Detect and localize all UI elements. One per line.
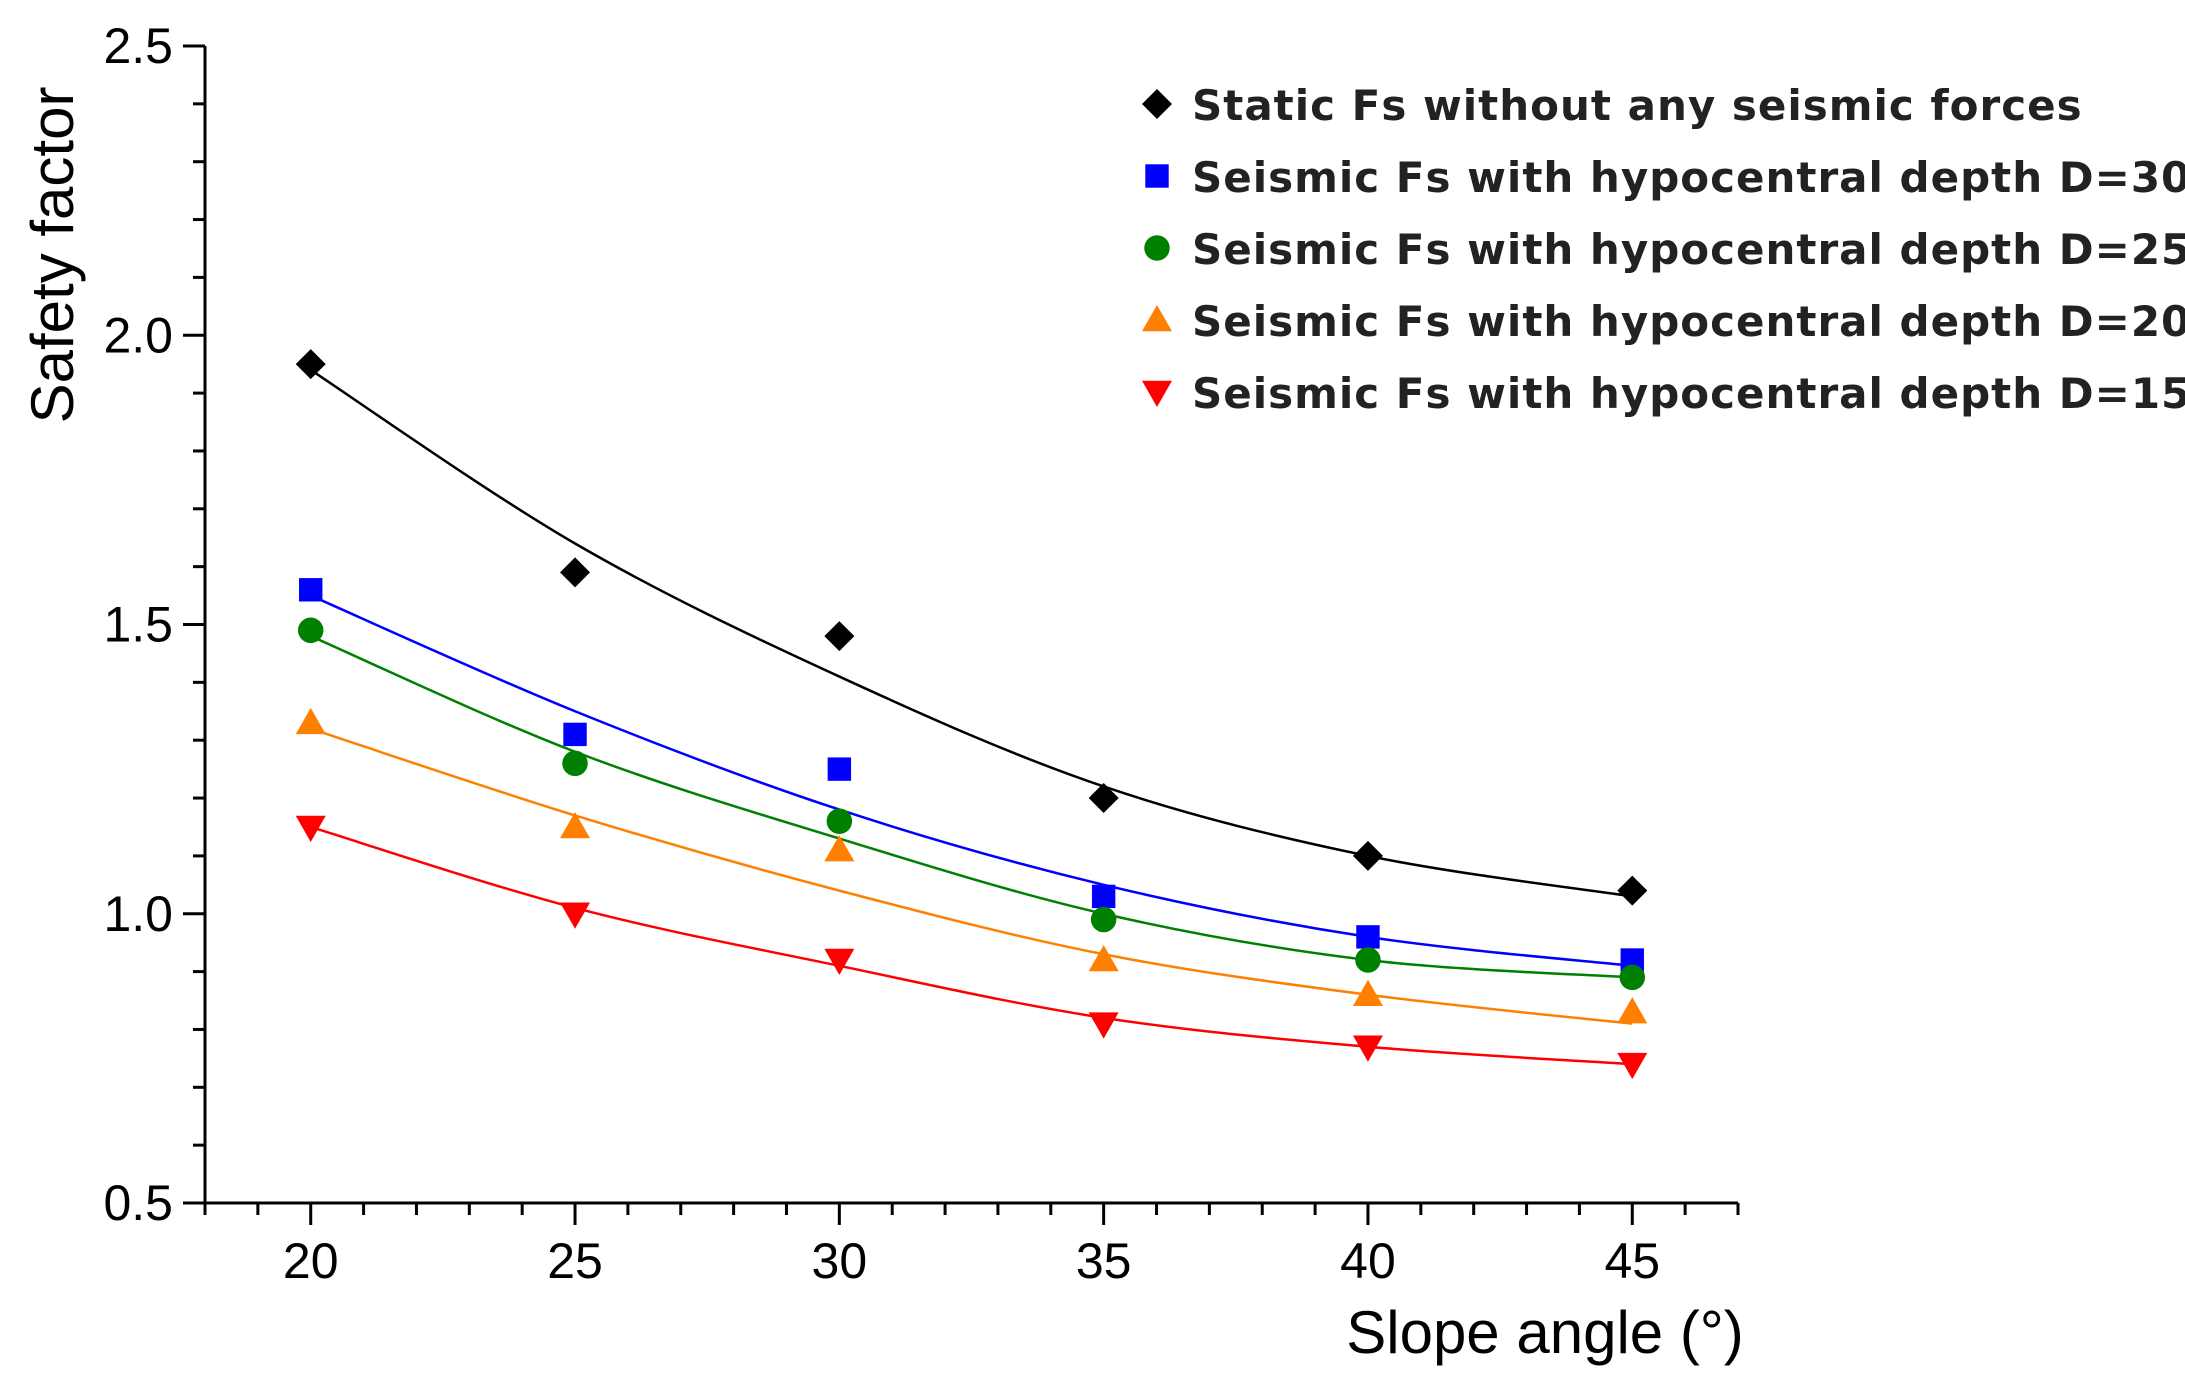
legend: Static Fs without any seismic forces Seis… — [1142, 81, 2185, 418]
fit-curve-series-4 — [310, 727, 1633, 1025]
x-axis-title: Slope angle (°) — [1346, 1299, 1744, 1366]
data-point-series-4 — [295, 707, 326, 735]
legend-marker — [1142, 380, 1172, 407]
y-axis-title: Safety factor — [19, 87, 86, 424]
data-point-series-2 — [1356, 925, 1380, 949]
data-point-series-3 — [826, 808, 853, 834]
fit-curve-series-5 — [310, 825, 1633, 1066]
legend-label: Static Fs without any seismic forces — [1192, 81, 2083, 130]
y-tick-label: 0.5 — [103, 1175, 173, 1231]
data-point-series-4 — [1352, 979, 1383, 1006]
axes: 20 25 30 35 40 45 0.5 1.0 1.5 2.0 2.5 — [103, 18, 1740, 1289]
legend-label: Seismic Fs with hypocentral depth D=30km — [1192, 153, 2185, 202]
data-point-series-5 — [1617, 1052, 1648, 1080]
x-tick-label: 40 — [1340, 1233, 1396, 1289]
legend-label: Seismic Fs with hypocentral depth D=25km — [1192, 225, 2185, 274]
y-tick-label: 2.5 — [103, 18, 173, 74]
x-tick-label: 20 — [283, 1233, 339, 1289]
legend-marker — [1142, 305, 1172, 332]
data-point-series-1 — [560, 557, 591, 588]
legend-marker — [1142, 89, 1172, 119]
data-point-series-2 — [1620, 948, 1644, 972]
data-point-series-4 — [1088, 945, 1119, 972]
data-point-series-2 — [299, 578, 323, 602]
legend-marker — [1145, 164, 1169, 188]
data-point-series-1 — [295, 349, 326, 380]
data-point-series-2 — [827, 757, 852, 781]
data-point-series-4 — [1617, 997, 1648, 1024]
data-point-series-3 — [1619, 964, 1646, 991]
data-point-series-3 — [297, 617, 324, 644]
legend-label: Seismic Fs with hypocentral depth D=20km — [1192, 297, 2185, 346]
data-point-series-4 — [560, 811, 591, 839]
x-tick-label: 25 — [547, 1233, 603, 1289]
fit-curve-series-3 — [310, 634, 1633, 979]
data-point-series-5 — [824, 948, 855, 976]
fit-curve-series-2 — [310, 594, 1633, 968]
data-point-series-3 — [1355, 947, 1381, 973]
fit-curves — [310, 368, 1633, 1066]
data-point-series-5 — [1352, 1035, 1383, 1062]
data-point-series-1 — [1088, 783, 1119, 814]
legend-label: Seismic Fs with hypocentral depth D=15km — [1192, 369, 2185, 418]
data-markers — [295, 349, 1648, 1080]
data-point-series-1 — [824, 621, 855, 652]
data-point-series-3 — [562, 750, 588, 777]
data-point-series-5 — [295, 815, 326, 842]
fit-curve-series-1 — [310, 368, 1633, 898]
data-point-series-1 — [1352, 840, 1383, 871]
y-tick-label: 1.0 — [103, 886, 173, 942]
data-point-series-5 — [560, 902, 591, 929]
legend-marker — [1144, 235, 1170, 261]
x-tick-label: 35 — [1076, 1233, 1132, 1289]
x-tick-label: 30 — [812, 1233, 868, 1289]
data-point-series-2 — [563, 722, 587, 747]
data-point-series-3 — [1090, 906, 1117, 933]
data-point-series-4 — [824, 835, 855, 862]
x-tick-label: 45 — [1604, 1233, 1660, 1289]
y-tick-label: 1.5 — [103, 597, 173, 653]
y-tick-label: 2.0 — [103, 307, 173, 363]
data-point-series-1 — [1617, 875, 1648, 906]
data-point-series-5 — [1088, 1012, 1119, 1039]
data-point-series-2 — [1091, 884, 1116, 909]
